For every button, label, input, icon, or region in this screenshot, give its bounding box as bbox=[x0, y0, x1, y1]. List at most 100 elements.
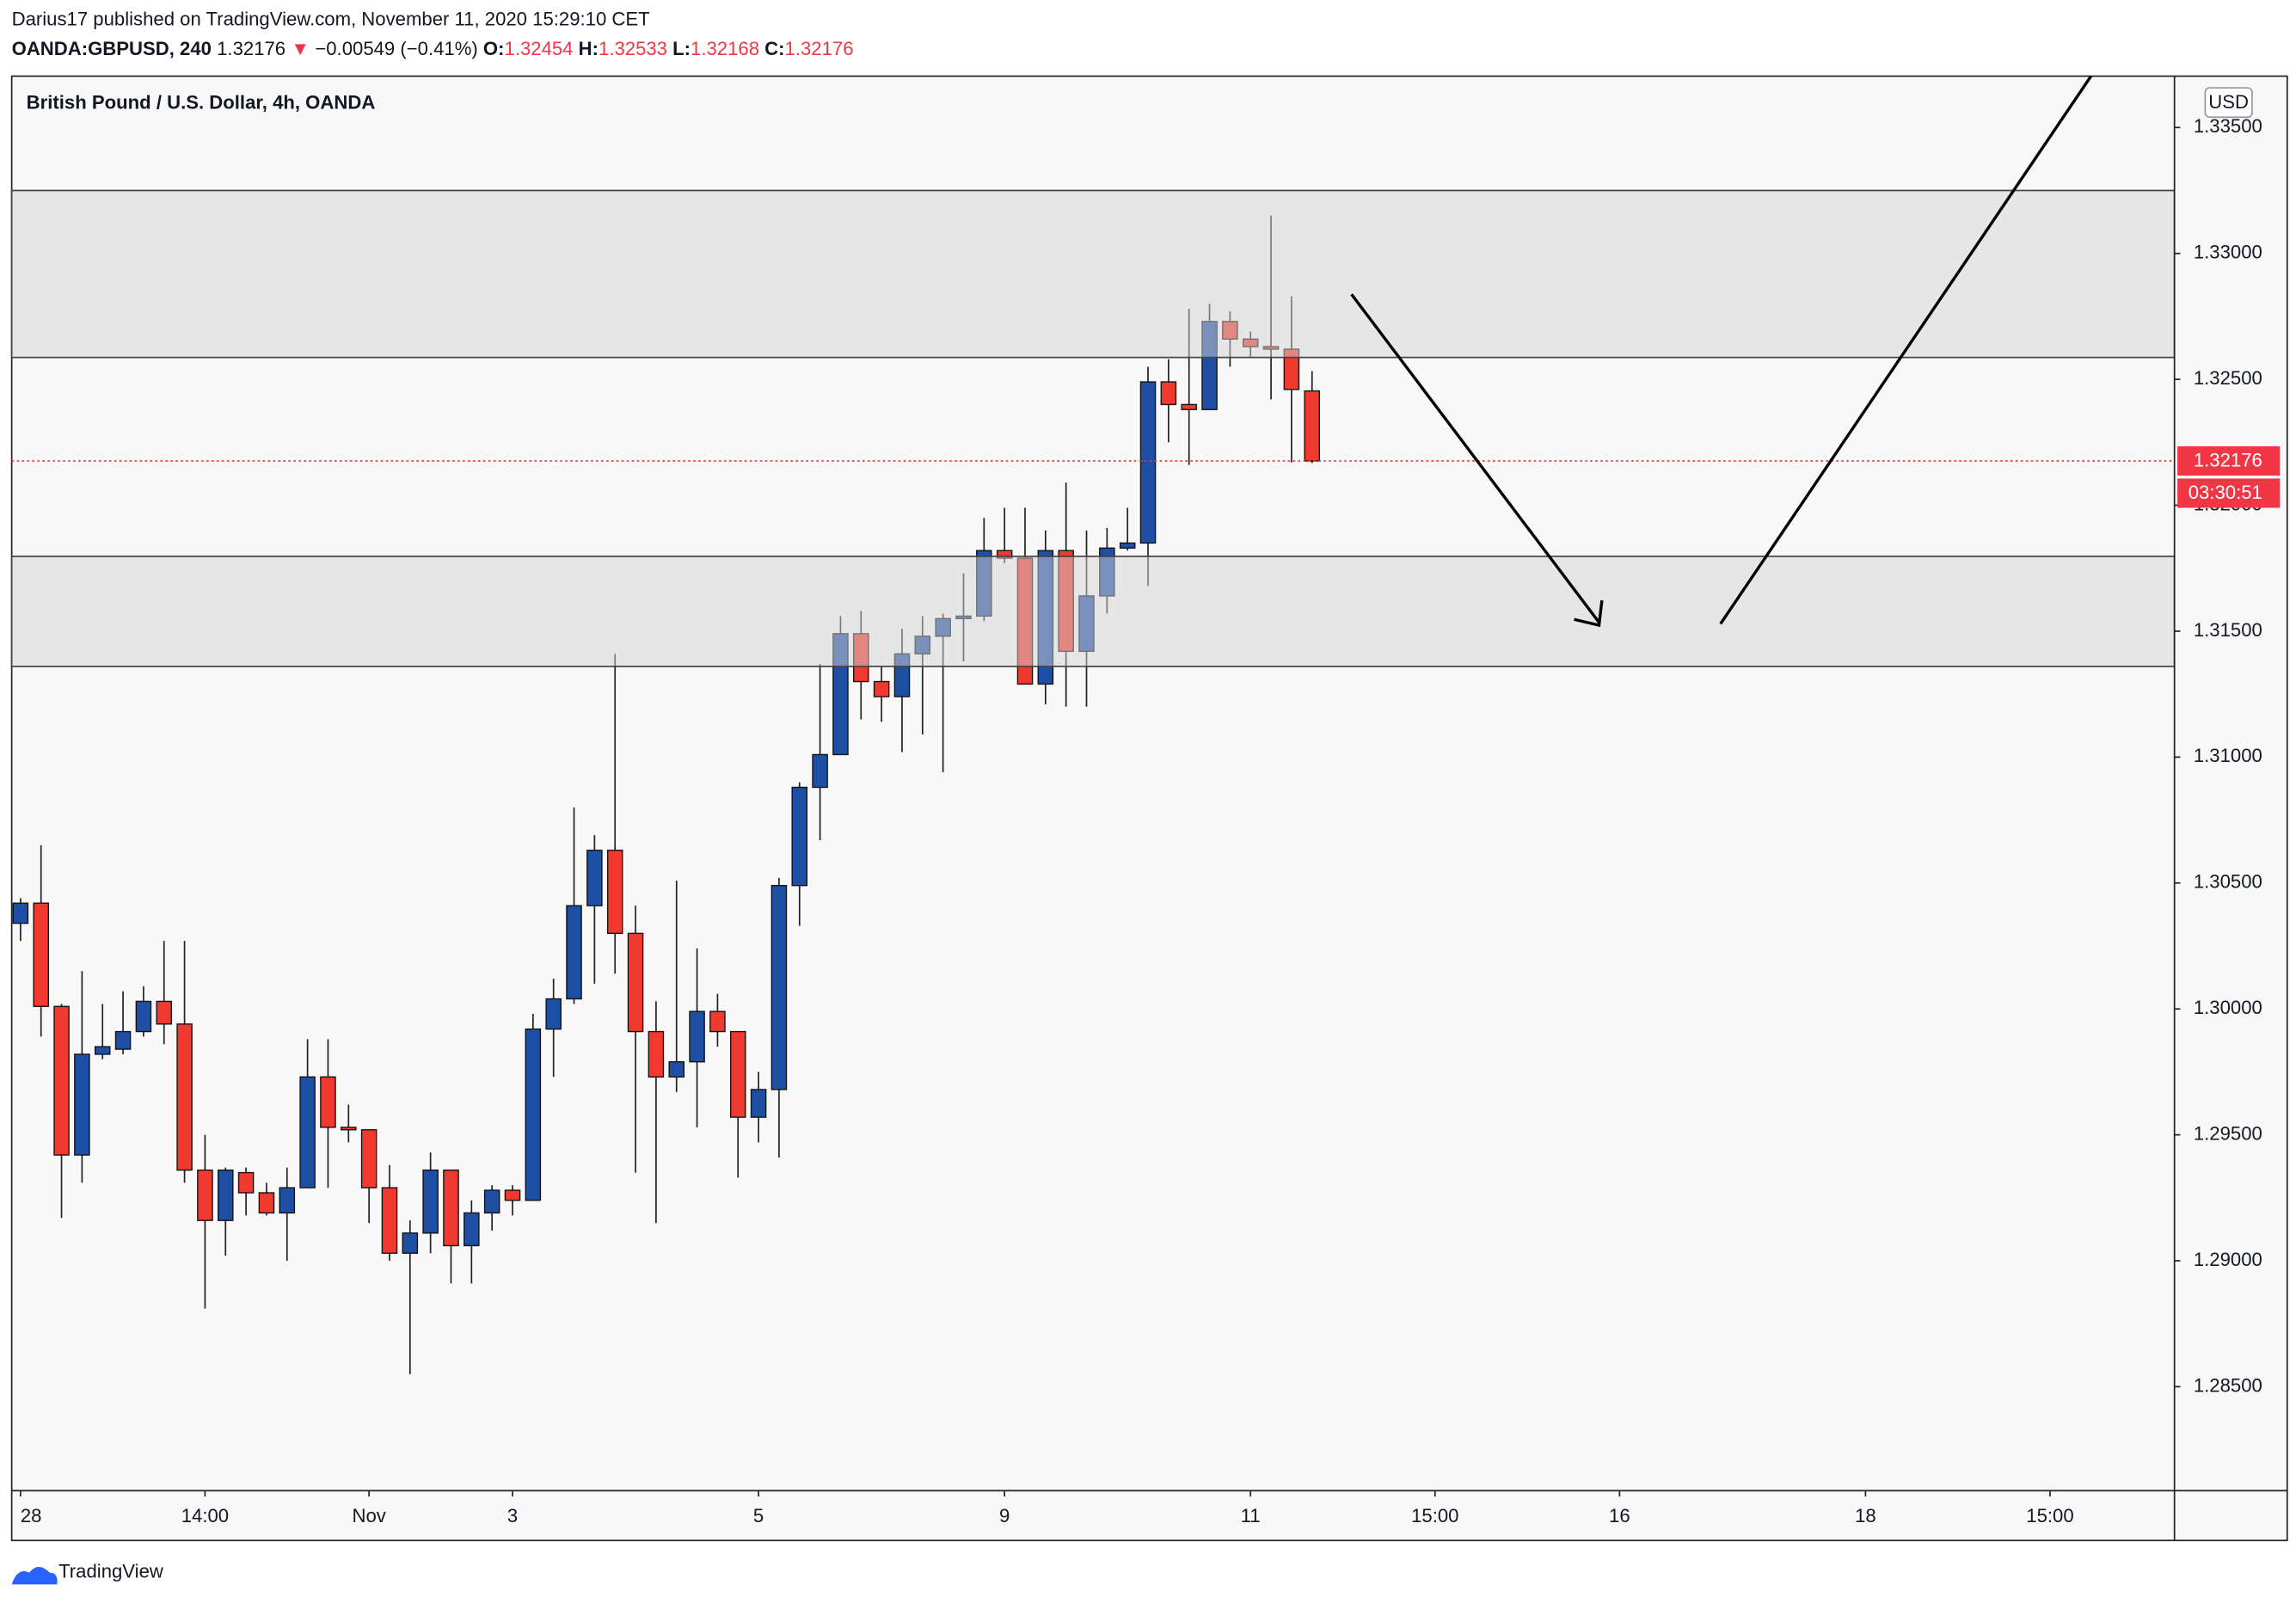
arrow-line bbox=[1350, 293, 1600, 623]
forecast-line-up bbox=[1719, 75, 2093, 625]
plot bbox=[10, 189, 2176, 1374]
y-tick-label: 1.33500 bbox=[2194, 115, 2262, 137]
symbol-line: OANDA:GBPUSD, 240 1.32176 ▼ −0.00549 (−0… bbox=[12, 38, 854, 59]
ohlc-label: H: bbox=[579, 38, 599, 59]
price-tag-label: 1.32176 bbox=[2194, 450, 2262, 471]
candle-body bbox=[791, 786, 808, 887]
x-tick-label: 11 bbox=[1241, 1505, 1261, 1526]
x-tick-label: 15:00 bbox=[1411, 1505, 1458, 1526]
candle-body bbox=[463, 1212, 480, 1247]
candle-body bbox=[258, 1192, 275, 1214]
chart-title: British Pound / U.S. Dollar, 4h, OANDA bbox=[27, 92, 376, 114]
candle-body bbox=[197, 1169, 213, 1221]
candle-body bbox=[648, 1030, 665, 1078]
candle-body bbox=[94, 1046, 111, 1055]
candle-body bbox=[176, 1023, 193, 1171]
candle-body bbox=[443, 1169, 459, 1247]
candle-body bbox=[341, 1127, 357, 1131]
x-tick-label: 3 bbox=[507, 1505, 518, 1526]
last-price: 1.32176 bbox=[217, 38, 285, 59]
candle-body bbox=[320, 1076, 336, 1128]
candle-body bbox=[1304, 390, 1321, 462]
candle-body bbox=[545, 998, 562, 1030]
y-tick-label: 1.28500 bbox=[2194, 1374, 2262, 1396]
forecast-arrow-down bbox=[1350, 293, 1604, 628]
candle-body bbox=[483, 1189, 500, 1214]
candle-body bbox=[53, 1005, 70, 1156]
y-tick-label: 1.31000 bbox=[2194, 745, 2262, 766]
y-tick-label: 1.29500 bbox=[2194, 1122, 2262, 1144]
candle-body bbox=[812, 753, 828, 789]
currency: USD bbox=[2208, 91, 2249, 113]
candle-body bbox=[360, 1129, 378, 1188]
ohlc-value: 1.32176 bbox=[785, 38, 854, 59]
y-tick-label: 1.31500 bbox=[2194, 619, 2262, 641]
candle-body bbox=[504, 1189, 521, 1201]
x-tick-label: 18 bbox=[1855, 1505, 1876, 1526]
candle-body bbox=[114, 1030, 132, 1050]
y-tick-label: 1.32500 bbox=[2194, 367, 2262, 389]
candle-body bbox=[12, 902, 29, 924]
candle-body bbox=[1139, 381, 1157, 544]
candle-body bbox=[729, 1030, 746, 1118]
x-tick-label: 15:00 bbox=[2026, 1505, 2073, 1526]
candle-body bbox=[402, 1232, 419, 1254]
candle-body bbox=[627, 932, 644, 1033]
candle-body bbox=[525, 1028, 542, 1201]
zone bbox=[10, 189, 2176, 359]
ohlc-label: L: bbox=[672, 38, 691, 59]
candle-body bbox=[566, 905, 582, 1000]
candle-body bbox=[156, 1000, 173, 1025]
x-tick-label: 16 bbox=[1609, 1505, 1630, 1526]
y-tick-label: 1.29000 bbox=[2194, 1249, 2262, 1270]
logo: TradingView bbox=[11, 1561, 164, 1585]
candle-body bbox=[770, 885, 788, 1090]
candle-body bbox=[279, 1187, 296, 1214]
ohlc-label: C: bbox=[764, 38, 784, 59]
x-tick-label: 5 bbox=[753, 1505, 764, 1526]
candle-body bbox=[74, 1053, 90, 1156]
currency-box bbox=[2204, 87, 2253, 119]
candle-body bbox=[299, 1076, 316, 1188]
symbol: OANDA:GBPUSD, 240 bbox=[12, 38, 212, 59]
candle-body bbox=[1119, 542, 1136, 549]
candle-body bbox=[709, 1010, 726, 1033]
y-tick-label: 1.30500 bbox=[2194, 871, 2262, 893]
candle-body bbox=[1181, 403, 1197, 410]
x-tick-label: 14:00 bbox=[181, 1505, 229, 1526]
candle-body bbox=[1160, 381, 1177, 406]
candle-body bbox=[873, 680, 890, 697]
candle-body bbox=[586, 850, 603, 906]
countdown: 03:30:51 bbox=[2189, 482, 2262, 503]
change: −0.00549 (−0.41%) bbox=[315, 38, 477, 59]
candle-body bbox=[135, 1000, 152, 1033]
x-tick-label: Nov bbox=[352, 1505, 385, 1526]
brand: TradingView bbox=[58, 1561, 164, 1582]
candle-body bbox=[668, 1061, 685, 1078]
ohlc-value: 1.32533 bbox=[599, 38, 667, 59]
zone bbox=[10, 556, 2176, 667]
y-tick-label: 1.30000 bbox=[2194, 997, 2262, 1018]
header: Darius17 published on TradingView.com, N… bbox=[12, 9, 650, 30]
candle-body bbox=[606, 850, 623, 935]
arrow-head bbox=[1574, 599, 1604, 628]
candle-body bbox=[381, 1187, 398, 1254]
candle-body bbox=[750, 1089, 767, 1118]
ohlc-label: O: bbox=[483, 38, 505, 59]
countdown-tag bbox=[2177, 478, 2281, 508]
y-tick-label: 1.33000 bbox=[2194, 242, 2262, 263]
candle-body bbox=[689, 1010, 705, 1063]
candle-body bbox=[422, 1169, 439, 1234]
change-arrow: ▼ bbox=[291, 38, 310, 59]
price-tag bbox=[2177, 445, 2281, 476]
candle-body bbox=[237, 1171, 255, 1194]
ohlc-value: 1.32168 bbox=[691, 38, 759, 59]
logo-icon bbox=[11, 1566, 58, 1585]
x-tick-label: 9 bbox=[999, 1505, 1010, 1526]
candle-body bbox=[218, 1169, 234, 1221]
ohlc-value: 1.32454 bbox=[505, 38, 574, 59]
candle-body bbox=[33, 902, 49, 1007]
x-tick-label: 28 bbox=[21, 1505, 42, 1526]
